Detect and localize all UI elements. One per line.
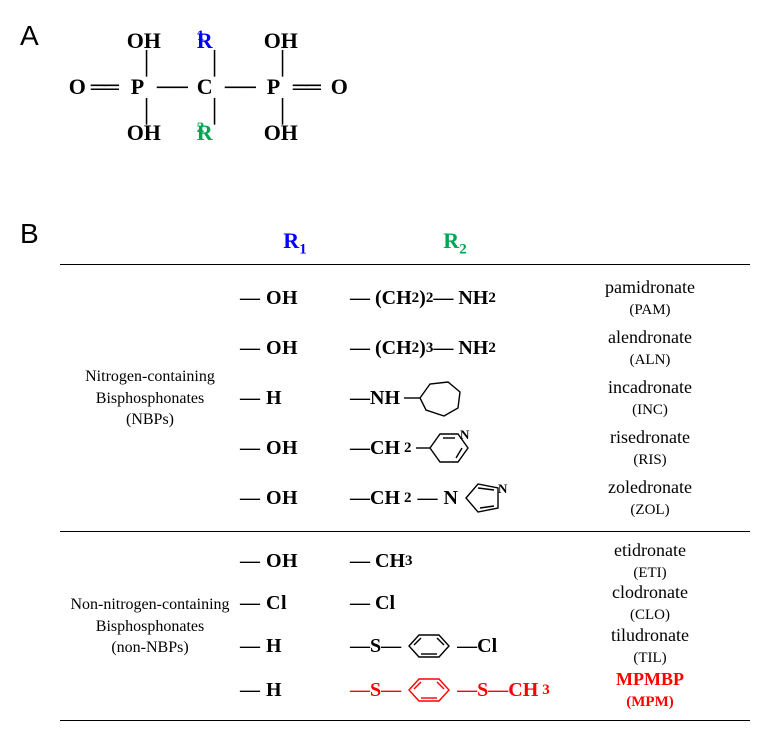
r1-value: — OH <box>240 550 298 572</box>
header-r1: R1 <box>240 228 350 258</box>
r1-value: — OH <box>240 487 298 509</box>
atom-p-right: P <box>267 74 280 100</box>
compound-name: pamidronate(PAM) <box>560 277 740 319</box>
category-nbps-label: Nitrogen-containing Bisphosphonates (NBP… <box>60 366 240 431</box>
bond: │ <box>139 50 155 76</box>
category-nonnbps-label: Non-nitrogen-containing Bisphosphonates … <box>60 594 240 659</box>
r2-value: — CH3 <box>350 550 560 573</box>
table-row: — OH — CH3 etidronate(ETI) <box>240 540 750 582</box>
compound-name: alendronate(ALN) <box>560 327 740 369</box>
atom-p-left: P <box>131 74 144 100</box>
bond: │ <box>275 50 291 76</box>
table-row: — OH —CH2—N N zoledronate(ZOL) <box>240 473 750 523</box>
svg-text:N: N <box>498 481 508 496</box>
r1-value: — Cl <box>240 592 287 614</box>
bond: ── <box>157 74 188 100</box>
panel-a: A OH R1 OH │ │ │ O ══ P ── C ── P ══ O │… <box>20 20 751 158</box>
cycloheptane-ring-icon <box>404 378 474 418</box>
bisphosphonate-core-structure: OH R1 OH │ │ │ O ══ P ── C ── P ══ O │ │… <box>69 28 389 158</box>
bond: ── <box>225 74 256 100</box>
r1-value: — H <box>240 679 282 701</box>
r1-value: — OH <box>240 287 298 309</box>
r2-value: — (CH2)3— NH2 <box>350 337 560 360</box>
r2-value: —S— —Cl <box>350 631 560 661</box>
r1-value: — OH <box>240 437 298 459</box>
atom-oh-br: OH <box>264 120 298 146</box>
atom-o-right: O <box>331 74 348 100</box>
panel-b-label: B <box>20 218 39 250</box>
imidazole-ring-icon: N <box>462 476 516 520</box>
table-row: — OH — (CH2)3— NH2 alendronate(ALN) <box>240 323 750 373</box>
bond-double: ══ <box>91 74 116 100</box>
table-row: — H —NH incadronate(INC) <box>240 373 750 423</box>
table-row: — OH —CH2 N risedronate(RIS) <box>240 423 750 473</box>
r2-value: — Cl <box>350 592 560 615</box>
section-nonnbps: Non-nitrogen-containing Bisphosphonates … <box>60 532 750 720</box>
compound-name: risedronate(RIS) <box>560 427 740 469</box>
compound-name: clodronate(CLO) <box>560 582 740 624</box>
table-row: — OH — (CH2)2— NH2 pamidronate(PAM) <box>240 273 750 323</box>
r2-value: —CH2 N <box>350 426 560 470</box>
compound-name: incadronate(INC) <box>560 377 740 419</box>
compound-name: MPMBP(MPM) <box>560 669 740 711</box>
compound-name: etidronate(ETI) <box>560 540 740 582</box>
r2-value: —S— —S—CH3 <box>350 675 560 705</box>
compound-name: tiludronate(TIL) <box>560 625 740 667</box>
table-row: — H —S— —S—CH3 MPMBP(MPM) <box>240 668 750 712</box>
bond-double: ══ <box>293 74 318 100</box>
header-r2: R2 <box>350 228 560 258</box>
section-nbps: Nitrogen-containing Bisphosphonates (NBP… <box>60 265 750 531</box>
benzene-ring-icon <box>405 675 453 705</box>
r1-value: — H <box>240 387 282 409</box>
column-headers: R1 R2 <box>60 228 750 264</box>
r2-value: —CH2—N N <box>350 476 560 520</box>
panel-a-label: A <box>20 20 39 52</box>
bond: │ <box>207 50 223 76</box>
compound-name: zoledronate(ZOL) <box>560 477 740 519</box>
r2-value: — (CH2)2— NH2 <box>350 287 560 310</box>
atom-c: C <box>197 74 213 100</box>
atom-o-left: O <box>69 74 86 100</box>
table-row: — H —S— —Cl tiludronate(TIL) <box>240 624 750 668</box>
r2-value: —NH <box>350 378 560 418</box>
panel-b: B R1 R2 Nitrogen-containing Bisphosphona… <box>20 218 751 721</box>
r1-value: — OH <box>240 337 298 359</box>
benzene-ring-icon <box>405 631 453 661</box>
pyridine-ring-icon: N <box>416 426 486 470</box>
r1-value: — H <box>240 635 282 657</box>
atom-oh-bl: OH <box>127 120 161 146</box>
table-row: — Cl — Cl clodronate(CLO) <box>240 582 750 624</box>
svg-text:N: N <box>460 427 470 442</box>
